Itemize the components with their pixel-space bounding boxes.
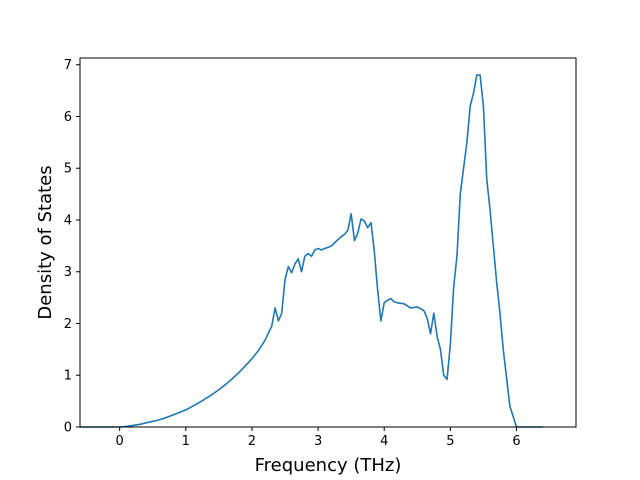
x-tick-label: 2 [248, 434, 256, 449]
x-tick-label: 0 [116, 434, 124, 449]
y-axis-label: Density of States [35, 165, 56, 319]
x-tick-label: 1 [182, 434, 190, 449]
y-tick-label: 0 [64, 421, 72, 436]
y-tick-label: 7 [64, 58, 72, 73]
x-tick-label: 3 [314, 434, 322, 449]
series-line-dos [80, 74, 543, 428]
x-tick-label: 5 [446, 434, 454, 449]
plot-frame [79, 57, 577, 428]
y-tick-label: 6 [64, 110, 72, 125]
y-tick-label: 1 [64, 369, 72, 384]
x-tick-label: 6 [512, 434, 520, 449]
y-tick-label: 4 [64, 213, 72, 228]
x-tick-label: 4 [380, 434, 388, 449]
y-tick-label: 3 [64, 265, 72, 280]
y-tick-label: 5 [64, 162, 72, 177]
y-tick-label: 2 [64, 317, 72, 332]
x-axis-label: Frequency (THz) [255, 455, 402, 476]
ticks-layer: 0 1 2 3 4 5 6 0 1 2 3 4 5 6 7 [64, 58, 521, 449]
